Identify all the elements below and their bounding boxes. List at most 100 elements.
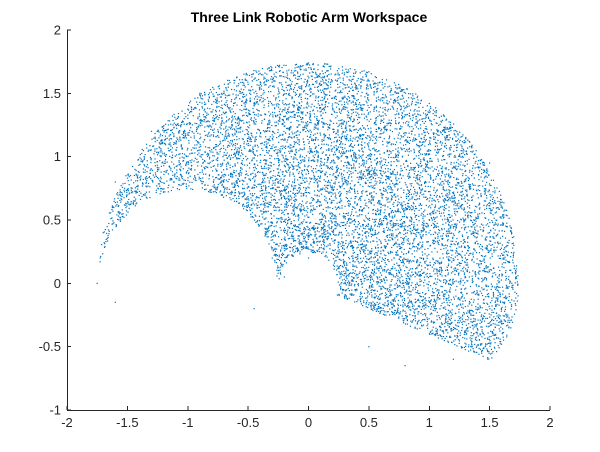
- scatter-point: [332, 168, 334, 170]
- scatter-point: [293, 156, 295, 158]
- scatter-point: [132, 200, 134, 202]
- scatter-point: [451, 309, 453, 311]
- scatter-point: [447, 184, 449, 186]
- scatter-point: [401, 202, 403, 204]
- scatter-point: [439, 178, 441, 180]
- scatter-point: [168, 184, 170, 186]
- scatter-point: [361, 272, 364, 274]
- scatter-point: [397, 99, 399, 101]
- scatter-point: [468, 271, 471, 273]
- scatter-point: [464, 189, 467, 191]
- scatter-point: [436, 331, 438, 333]
- scatter-point: [270, 66, 272, 68]
- scatter-point: [390, 144, 392, 146]
- scatter-point: [285, 262, 287, 264]
- scatter-point: [377, 310, 380, 313]
- scatter-point: [394, 117, 396, 119]
- scatter-point: [266, 151, 268, 154]
- scatter-point: [451, 314, 453, 316]
- scatter-point: [298, 190, 301, 192]
- scatter-point: [163, 124, 165, 127]
- scatter-point: [407, 283, 409, 286]
- scatter-point: [446, 232, 448, 234]
- scatter-point: [361, 176, 363, 178]
- scatter-point: [309, 148, 311, 150]
- scatter-point: [238, 202, 240, 204]
- scatter-point: [327, 123, 329, 126]
- scatter-point: [236, 143, 238, 145]
- scatter-point: [448, 128, 450, 130]
- scatter-point: [230, 175, 232, 178]
- scatter-point: [281, 86, 284, 88]
- scatter-point: [344, 143, 346, 146]
- scatter-point: [350, 119, 352, 121]
- scatter-point: [330, 145, 332, 147]
- scatter-point: [324, 225, 326, 227]
- scatter-point: [436, 268, 438, 270]
- scatter-point: [227, 161, 229, 163]
- scatter-point: [355, 156, 357, 158]
- scatter-point: [209, 125, 211, 127]
- scatter-point: [398, 160, 400, 162]
- scatter-point: [207, 146, 209, 149]
- scatter-point: [396, 183, 398, 185]
- scatter-point: [226, 136, 228, 138]
- scatter-point: [301, 247, 303, 249]
- scatter-point: [467, 235, 469, 238]
- scatter-point: [414, 315, 416, 317]
- scatter-point: [488, 207, 490, 210]
- scatter-point: [255, 70, 257, 72]
- scatter-point: [453, 208, 455, 210]
- scatter-point: [288, 246, 291, 248]
- scatter-point: [442, 181, 444, 183]
- scatter-point: [336, 147, 338, 150]
- scatter-point: [226, 105, 229, 107]
- scatter-point: [454, 270, 456, 272]
- scatter-point: [204, 146, 207, 148]
- scatter-point: [486, 197, 488, 199]
- scatter-point: [336, 202, 338, 204]
- scatter-point: [365, 162, 367, 164]
- scatter-point: [354, 191, 356, 193]
- scatter-point: [343, 108, 345, 110]
- scatter-point: [258, 215, 261, 217]
- scatter-point: [407, 189, 409, 191]
- scatter-point: [275, 207, 277, 209]
- scatter-point: [257, 196, 259, 199]
- scatter-point: [350, 109, 352, 111]
- scatter-point: [213, 165, 215, 167]
- scatter-point: [435, 283, 437, 286]
- scatter-point: [427, 224, 429, 227]
- scatter-point: [375, 105, 377, 107]
- scatter-point: [372, 177, 374, 179]
- scatter-point: [218, 88, 220, 90]
- scatter-point: [450, 330, 452, 332]
- scatter-point: [373, 106, 375, 108]
- scatter-point: [287, 191, 290, 193]
- scatter-point: [142, 194, 144, 196]
- scatter-point: [190, 188, 192, 190]
- scatter-point: [116, 214, 118, 216]
- scatter-point: [454, 339, 456, 341]
- scatter-point: [345, 182, 347, 184]
- scatter-point: [364, 252, 366, 255]
- scatter-point: [376, 301, 378, 303]
- scatter-point: [467, 217, 469, 219]
- scatter-point: [435, 287, 437, 290]
- scatter-point: [452, 227, 455, 229]
- scatter-point: [128, 176, 130, 178]
- scatter-point: [229, 140, 232, 142]
- scatter-point: [417, 248, 419, 250]
- scatter-point: [486, 223, 489, 225]
- scatter-point: [282, 134, 284, 136]
- scatter-point: [487, 170, 489, 172]
- scatter-point: [233, 184, 236, 186]
- scatter-point: [106, 226, 108, 228]
- scatter-point: [276, 243, 278, 245]
- scatter-point: [277, 265, 279, 267]
- scatter-point: [493, 224, 495, 226]
- scatter-point: [449, 126, 451, 129]
- scatter-point: [107, 229, 110, 231]
- scatter-point: [445, 168, 447, 170]
- scatter-point: [500, 199, 502, 201]
